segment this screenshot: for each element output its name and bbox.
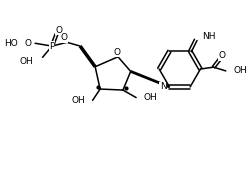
Text: O: O [55, 26, 62, 35]
Text: OH: OH [71, 96, 85, 105]
Text: O: O [114, 48, 121, 57]
Text: P: P [49, 42, 55, 51]
Text: OH: OH [144, 93, 157, 102]
Text: N: N [160, 82, 167, 91]
Text: HO: HO [4, 39, 18, 48]
Text: O: O [218, 51, 225, 60]
Text: OH: OH [233, 66, 247, 75]
Text: O: O [24, 39, 31, 48]
Text: OH: OH [19, 57, 33, 66]
Text: NH: NH [202, 32, 216, 41]
Text: O: O [61, 33, 68, 42]
